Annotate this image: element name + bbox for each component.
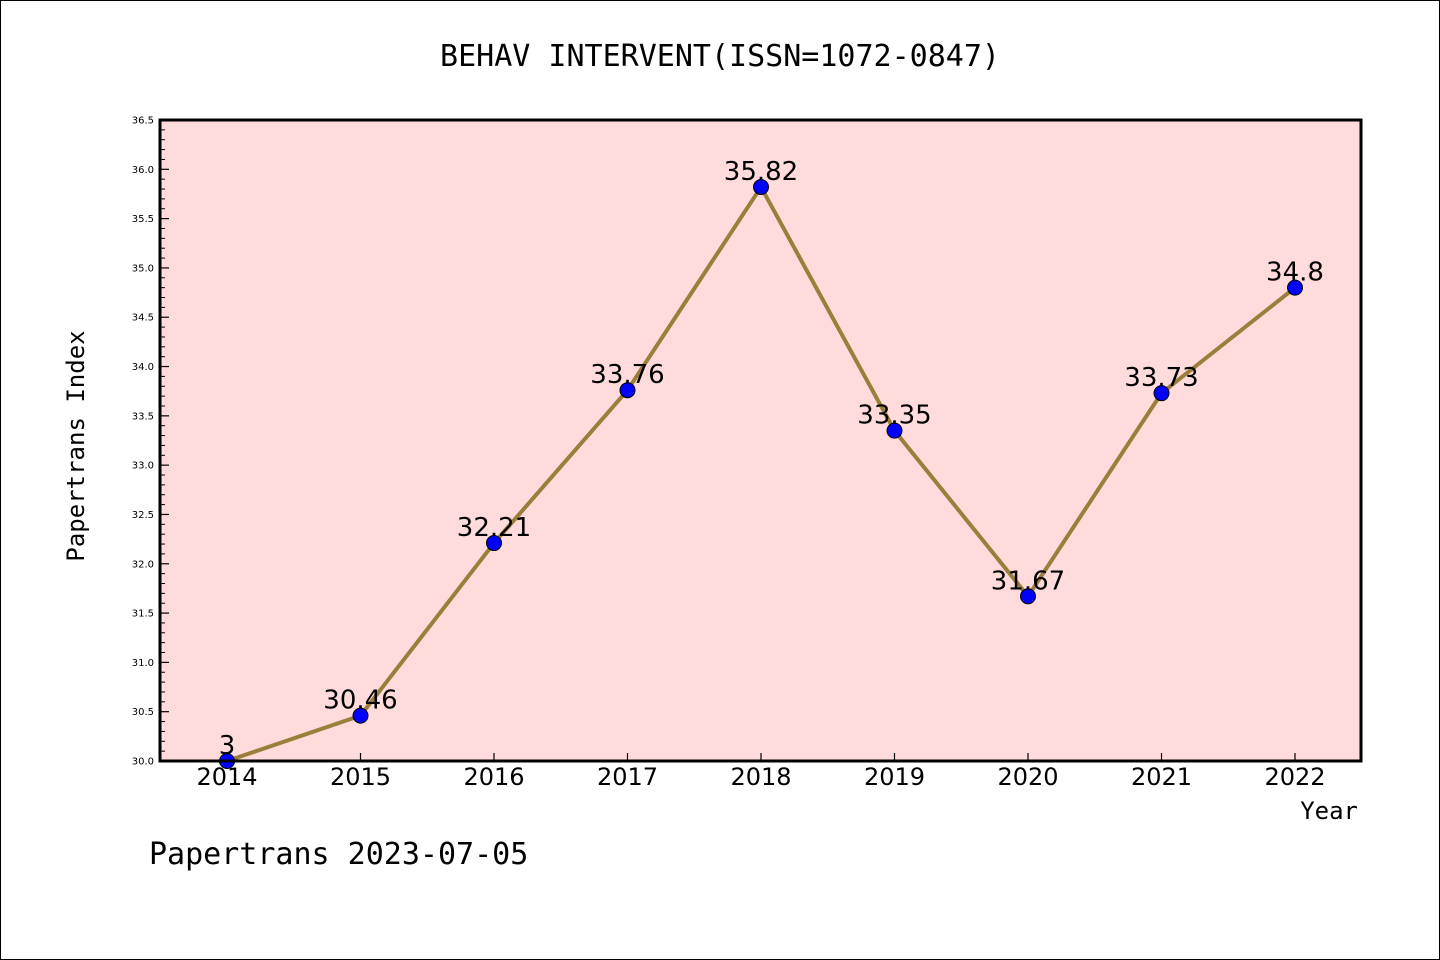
x-tick-label: 2021: [1131, 763, 1192, 791]
y-tick-label: 33.5: [132, 411, 154, 422]
y-tick-label: 30.0: [132, 757, 154, 768]
y-tick-label: 34.5: [132, 313, 154, 324]
data-label: 32.21: [457, 513, 531, 543]
y-axis-label: Papertrans Index: [62, 330, 90, 561]
y-tick-label: 36.0: [132, 165, 154, 176]
x-axis-label: Year: [1300, 797, 1358, 825]
data-label: 33.76: [590, 360, 664, 390]
x-tick-label: 2018: [730, 763, 791, 791]
y-tick-label: 30.5: [132, 707, 154, 718]
y-tick-label: 36.5: [132, 116, 154, 127]
data-point: [619, 382, 636, 399]
y-tick-label: 35.5: [132, 214, 154, 225]
y-tick-label: 31.0: [132, 658, 154, 669]
y-tick-label: 32.0: [132, 559, 154, 570]
x-tick-label: 2017: [597, 763, 658, 791]
y-tick-label: 34.0: [132, 362, 154, 373]
x-tick-label: 2019: [864, 763, 925, 791]
data-label: 33.73: [1124, 363, 1198, 393]
data-point: [1153, 385, 1170, 402]
y-tick-label: 32.5: [132, 510, 154, 521]
footer-text: Papertrans 2023-07-05: [149, 837, 528, 872]
data-label: 3: [219, 731, 236, 761]
data-label: 31.67: [991, 566, 1065, 596]
x-tick-label: 2020: [997, 763, 1058, 791]
plot-border: [158, 118, 1363, 763]
data-point: [1020, 588, 1036, 605]
data-point: [886, 422, 903, 439]
data-labels: 3 30.46 32.21 33.76 35.82 33.35 31.67 33.73 34.8: [219, 157, 1324, 761]
data-point: [352, 707, 369, 724]
x-tick-label: 2016: [463, 763, 524, 791]
series-markers: [219, 179, 1303, 769]
x-tick-label: 2015: [330, 763, 391, 791]
data-point: [486, 535, 502, 552]
data-label: 33.35: [857, 401, 931, 431]
x-axis-ticks: 2014 2015 2016 2017 2018 2019 2020 2021 2022: [196, 753, 1326, 791]
y-tick-label: 33.0: [132, 461, 154, 472]
plot-area: [160, 120, 1361, 761]
data-label: 34.8: [1266, 258, 1324, 288]
data-label: 35.82: [724, 157, 798, 187]
data-point: [1287, 279, 1303, 296]
x-tick-label: 2022: [1264, 763, 1325, 791]
data-label: 30.46: [323, 686, 397, 716]
data-point: [753, 179, 769, 196]
chart-title: BEHAV INTERVENT(ISSN=1072-0847): [440, 39, 1000, 74]
y-tick-label: 31.5: [132, 609, 154, 620]
y-tick-label: 35.0: [132, 263, 154, 274]
